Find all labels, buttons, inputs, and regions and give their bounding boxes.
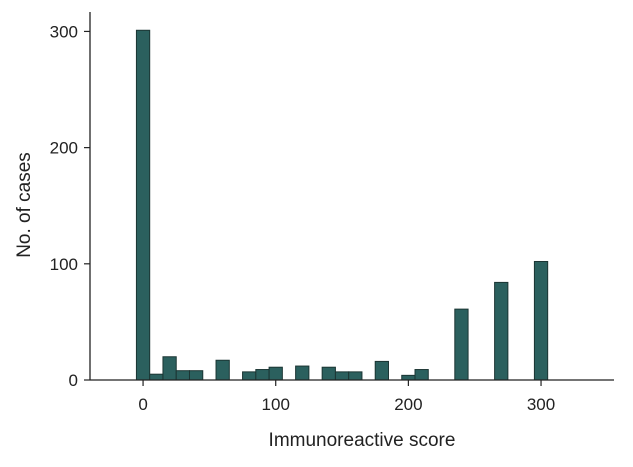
bar-x-120 [295, 365, 310, 381]
y-axis-title: No. of cases [14, 152, 35, 258]
bar-x-0 [135, 29, 151, 381]
bars-layer [135, 29, 549, 381]
bar-x-300 [533, 260, 549, 381]
x-tick-label-0: 0 [138, 395, 147, 414]
bar-x-270 [494, 281, 509, 381]
bar-x-140 [321, 366, 336, 381]
x-axis-title: Immunoreactive score [269, 430, 456, 451]
bar-x-40 [188, 370, 204, 381]
y-tick-label-300: 300 [50, 22, 78, 41]
x-tick-label-300: 300 [527, 395, 555, 414]
y-tick-label-200: 200 [50, 139, 78, 158]
bar-x-180 [374, 360, 389, 381]
bar-x-30 [175, 370, 190, 381]
bar-x-80 [242, 371, 257, 381]
bar-x-100 [268, 366, 283, 381]
x-tick-label-100: 100 [262, 395, 290, 414]
y-tick-label-100: 100 [50, 255, 78, 274]
bar-x-90 [255, 369, 270, 381]
ticks-layer: 0 100 200 300 0 100 200 300 [50, 22, 556, 414]
x-tick-label-200: 200 [394, 395, 422, 414]
y-tick-label-0: 0 [69, 371, 78, 390]
axes-layer [89, 12, 614, 381]
bar-x-210 [414, 369, 429, 381]
bar-x-160 [348, 371, 363, 381]
bar-x-20 [162, 356, 177, 381]
bar-x-60 [215, 359, 230, 381]
bar-x-10 [149, 373, 164, 381]
bar-x-240 [454, 308, 469, 381]
bar-x-150 [334, 371, 350, 381]
bar-x-200 [401, 374, 416, 381]
